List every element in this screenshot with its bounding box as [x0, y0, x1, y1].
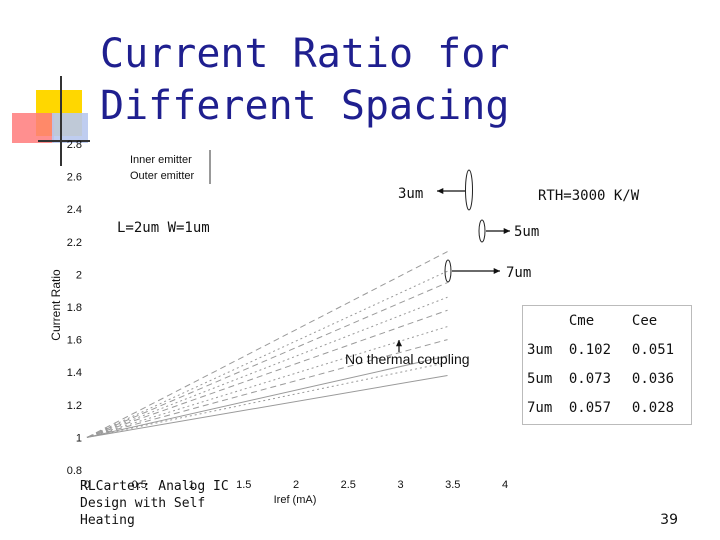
y-tick-label: 2.8 [67, 139, 82, 151]
y-tick-label: 2.4 [67, 204, 82, 216]
y-tick-label: 2.2 [67, 237, 82, 249]
x-tick-label: 0.5 [132, 479, 147, 491]
dimensions-label: L=2um W=1um [117, 220, 210, 236]
table-cell: 0.051 [631, 341, 675, 358]
x-tick-label: 4 [502, 479, 508, 491]
y-tick-label: 1.2 [67, 400, 82, 412]
series-line [86, 270, 448, 438]
series-line [86, 361, 448, 438]
series-line [86, 374, 448, 438]
y-tick-label: 1.4 [67, 367, 82, 379]
coefficient-table: Cme Cee 3um 0.102 0.051 5um 0.073 0.036 7um 0.057… [522, 305, 692, 425]
y-tick-label: 1.6 [67, 335, 82, 347]
x-tick-label: 1.5 [236, 479, 251, 491]
slide-title: Current Ratio for Different Spacing [100, 28, 509, 132]
deco-blue-square [52, 113, 88, 143]
table-cell: 0.073 [568, 370, 612, 387]
y-axis-label: Current Ratio [49, 269, 63, 341]
y-tick-label: 1.8 [67, 302, 82, 314]
legend-outer-emitter: Outer emitter [130, 170, 195, 182]
table-cell: 7um [527, 399, 553, 416]
x-axis-label: Iref (mA) [274, 494, 317, 506]
table-cell: 5um [527, 370, 553, 387]
page-number: 39 [660, 512, 678, 528]
series-line [86, 339, 448, 438]
deco-vertical-rule [60, 76, 62, 166]
y-tick-label: 2.6 [67, 172, 82, 184]
table-cell: Cme [568, 312, 595, 329]
no-thermal-coupling-label: No thermal coupling [345, 351, 470, 367]
x-tick-label: 2.5 [341, 479, 356, 491]
legend-inner-emitter: Inner emitter [130, 154, 192, 166]
deco-horizontal-rule [38, 140, 90, 142]
x-tick-label: 3.5 [445, 479, 460, 491]
callout-ellipse-3um [465, 169, 473, 211]
citation: RLCarter: Analog IC Design with Self Hea… [80, 479, 229, 528]
arrow-7um-head [493, 267, 500, 275]
x-tick-label: 0 [84, 479, 90, 491]
rth-label: RTH=3000 K/W [538, 188, 640, 204]
series-line [86, 296, 448, 438]
table-cell: 3um [527, 341, 553, 358]
spacing-5um-label: 5um [514, 224, 539, 240]
deco-red-square [12, 113, 54, 143]
table-row: 3um 0.102 0.051 [523, 335, 691, 364]
series-line [86, 309, 448, 438]
x-tick-label: 3 [397, 479, 403, 491]
y-tick-label: 1 [76, 432, 82, 444]
series-line [86, 282, 448, 438]
spacing-3um-label: 3um [398, 186, 423, 202]
table-cell: Cee [631, 312, 658, 329]
table-cell: 0.102 [568, 341, 612, 358]
callout-ellipse-7um [444, 259, 452, 283]
series-line [86, 251, 448, 438]
table-cell: 0.028 [631, 399, 675, 416]
y-tick-label: 0.8 [67, 465, 82, 477]
title-line-2: Different Spacing [100, 83, 510, 129]
series-line [86, 355, 448, 438]
y-tick-label: 2 [76, 269, 82, 281]
spacing-7um-label: 7um [506, 265, 531, 281]
arrow-3um-head [437, 187, 444, 195]
table-cell [523, 306, 565, 335]
table-cell: 0.036 [631, 370, 675, 387]
arrow-no-coupling-head [395, 340, 403, 347]
table-cell: 0.057 [568, 399, 612, 416]
table-row: 5um 0.073 0.036 [523, 364, 691, 393]
table-header-row: Cme Cee [523, 306, 691, 335]
x-tick-label: 2 [293, 479, 299, 491]
table-row: 7um 0.057 0.028 [523, 393, 691, 422]
series-line [86, 326, 448, 438]
callout-ellipse-5um [478, 219, 486, 243]
arrow-5um-head [503, 227, 510, 235]
title-line-1: Current Ratio for [100, 31, 510, 77]
x-tick-label: 1 [188, 479, 194, 491]
coefficient-table-grid: Cme Cee 3um 0.102 0.051 5um 0.073 0.036 7um 0.057… [523, 306, 691, 422]
